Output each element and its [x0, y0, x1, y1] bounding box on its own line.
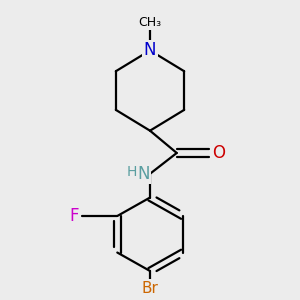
Text: Br: Br: [142, 281, 158, 296]
Text: O: O: [212, 144, 225, 162]
Text: N: N: [144, 41, 156, 59]
Text: N: N: [138, 165, 150, 183]
Text: H: H: [127, 165, 137, 179]
Text: CH₃: CH₃: [138, 16, 162, 29]
Text: F: F: [70, 207, 79, 225]
